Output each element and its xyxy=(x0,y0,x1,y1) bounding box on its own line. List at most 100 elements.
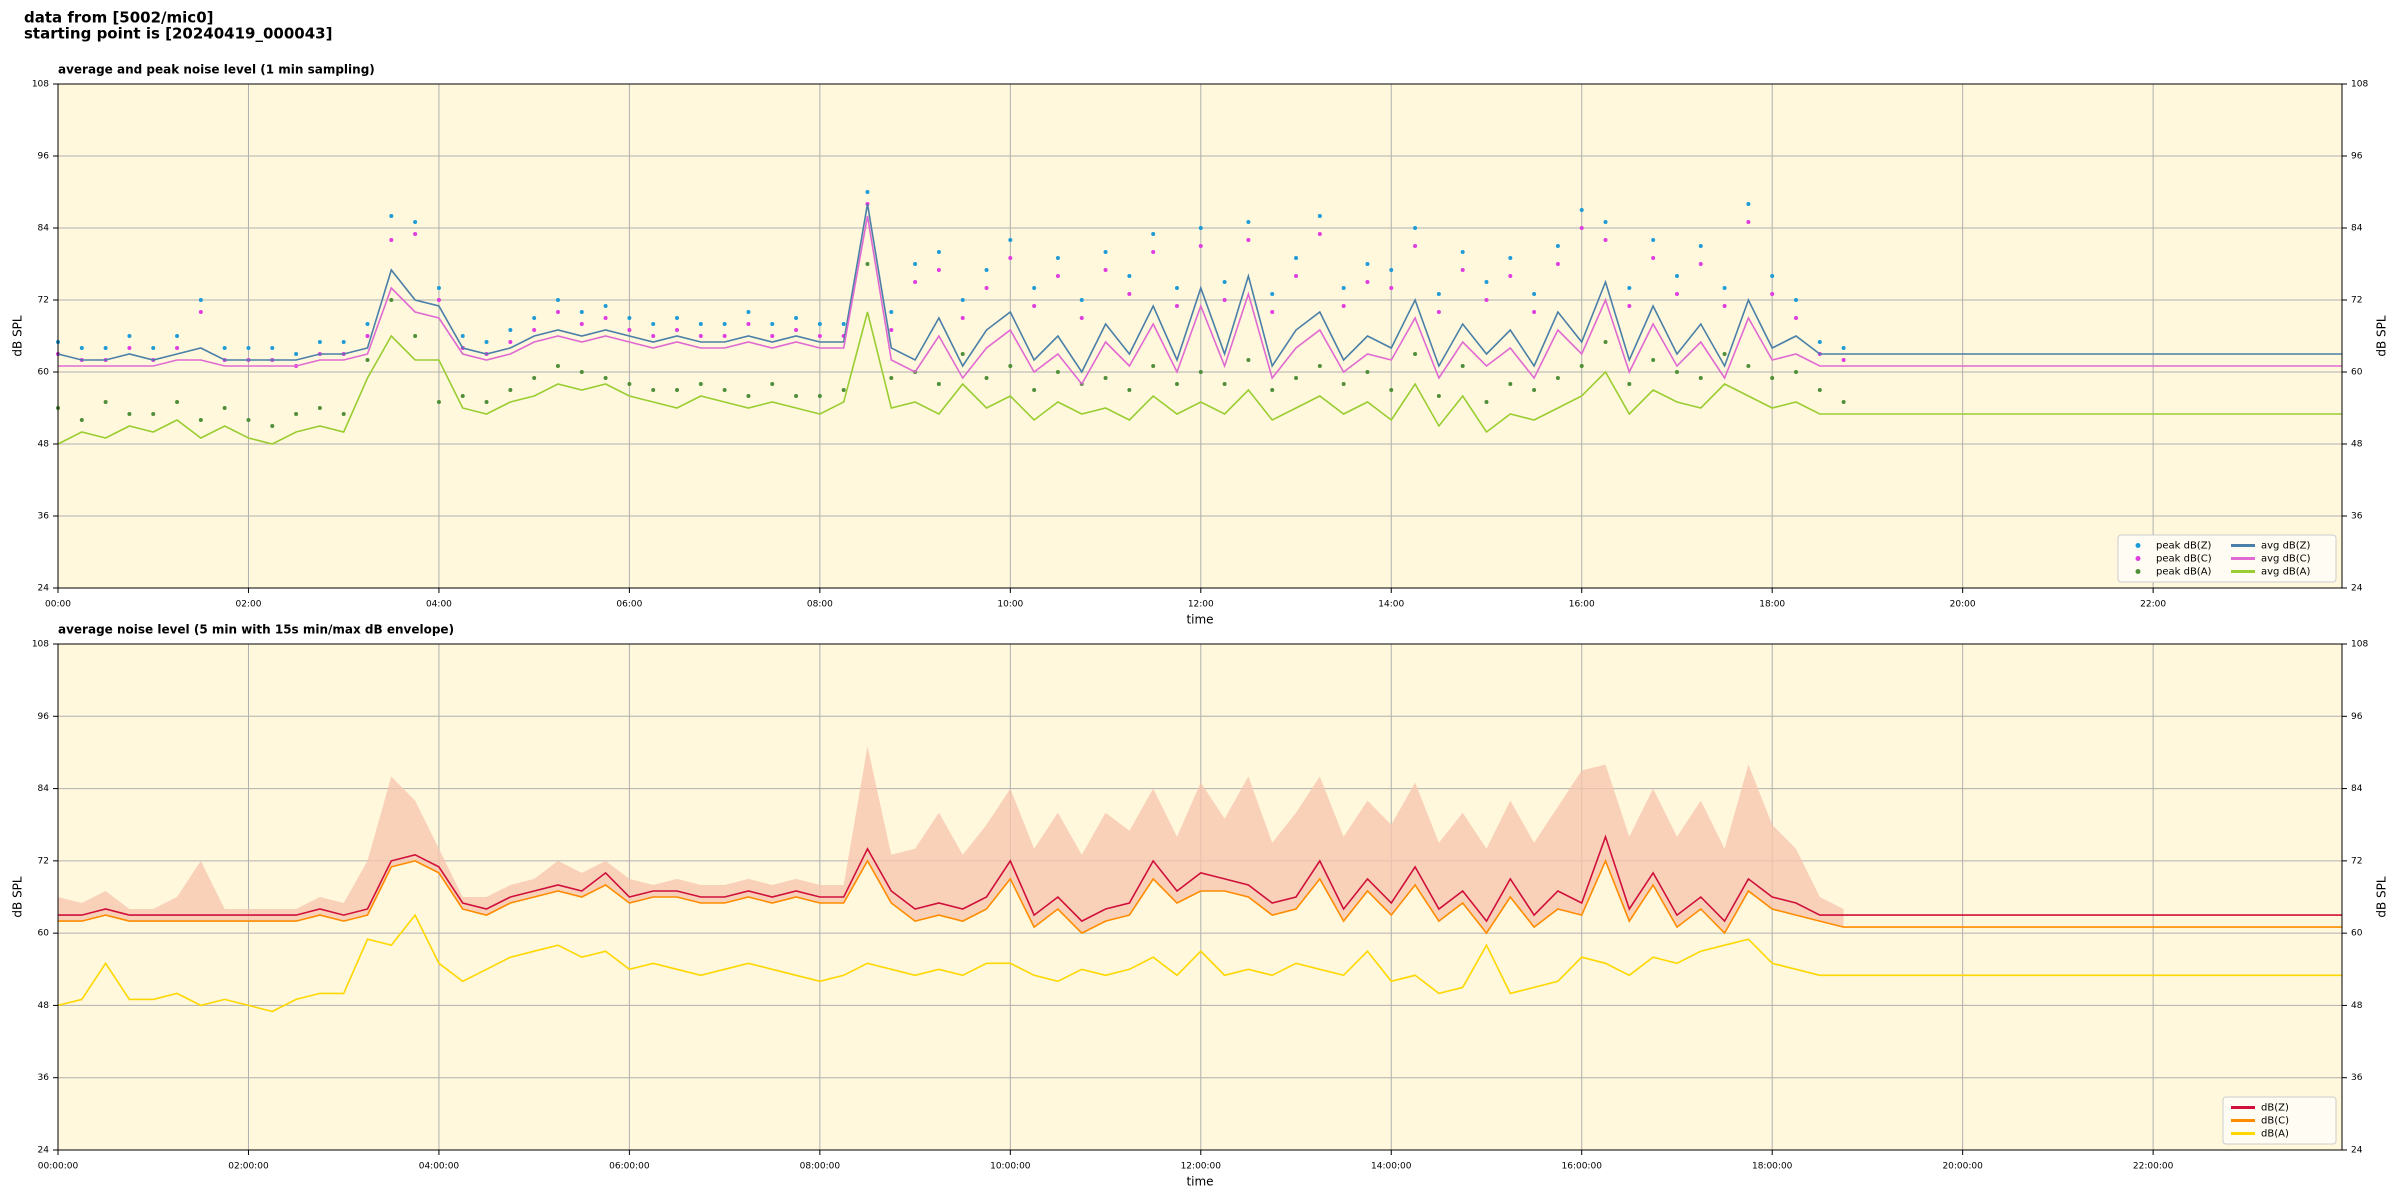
peak-dot xyxy=(1389,388,1394,392)
peak-dot xyxy=(555,364,560,368)
peak-dot xyxy=(1174,304,1179,308)
peak-dot xyxy=(532,328,537,332)
peak-dot xyxy=(1055,370,1060,374)
peak-dot xyxy=(436,286,441,290)
peak-dot xyxy=(960,298,965,302)
x-tick-label: 12:00:00 xyxy=(1181,1162,1222,1172)
peak-dot xyxy=(151,346,156,350)
peak-dot xyxy=(1436,310,1441,314)
peak-dot xyxy=(365,358,370,362)
peak-dot xyxy=(341,412,346,416)
peak-dot xyxy=(817,322,822,326)
peak-dot xyxy=(79,418,84,422)
x-tick-label: 08:00:00 xyxy=(800,1162,841,1172)
peak-dot xyxy=(1174,382,1179,386)
peak-dot xyxy=(555,310,560,314)
peak-dot xyxy=(1674,292,1679,296)
peak-dot xyxy=(508,328,513,332)
peak-dot xyxy=(508,340,513,344)
peak-dot xyxy=(389,298,394,302)
peak-dot xyxy=(1579,364,1584,368)
peak-dot xyxy=(1222,280,1227,284)
peak-dot xyxy=(1079,316,1084,320)
peak-dot xyxy=(579,322,584,326)
peak-dot xyxy=(1174,286,1179,290)
peak-dot xyxy=(1055,256,1060,260)
peak-dot xyxy=(603,316,608,320)
header-line: starting point is [20240419_000043] xyxy=(24,25,332,43)
y-tick-label: 72 xyxy=(2351,856,2362,866)
peak-dot xyxy=(413,334,418,338)
y-tick-label: 24 xyxy=(2351,584,2363,594)
peak-dot xyxy=(1103,376,1108,380)
peak-dot xyxy=(1484,298,1489,302)
peak-dot xyxy=(865,262,870,266)
x-tick-label: 20:00:00 xyxy=(1942,1162,1983,1172)
peak-dot xyxy=(1603,340,1608,344)
x-tick-label: 20:00 xyxy=(1950,600,1976,610)
peak-dot xyxy=(460,334,465,338)
peak-dot xyxy=(651,388,656,392)
peak-dot xyxy=(627,382,632,386)
peak-dot xyxy=(1246,238,1251,242)
series-line xyxy=(58,215,2342,386)
y-axis-label: dB SPL xyxy=(11,315,25,357)
peak-dot xyxy=(389,238,394,242)
peak-dot xyxy=(1317,232,1322,236)
peak-dot xyxy=(127,346,132,350)
y-tick-label: 36 xyxy=(38,1073,50,1083)
plot-frame xyxy=(57,643,2343,1151)
peak-dot xyxy=(413,220,418,224)
series-line xyxy=(58,858,2342,935)
peak-dot xyxy=(103,346,108,350)
peak-dot xyxy=(508,388,513,392)
y-tick-label: 24 xyxy=(38,584,50,594)
peak-dot xyxy=(889,376,894,380)
peak-dot xyxy=(103,400,108,404)
x-tick-label: 10:00:00 xyxy=(990,1162,1031,1172)
y-tick-label: 96 xyxy=(38,712,50,722)
legend-label: dB(A) xyxy=(2261,1129,2289,1140)
peak-dot xyxy=(175,400,180,404)
peak-dot xyxy=(627,316,632,320)
peak-dot xyxy=(1222,382,1227,386)
peak-dot xyxy=(603,376,608,380)
y-tick-label: 36 xyxy=(2351,512,2363,522)
x-tick-label: 12:00 xyxy=(1188,600,1214,610)
peak-dot xyxy=(222,406,227,410)
peak-dot xyxy=(794,394,799,398)
peak-dot xyxy=(1032,304,1037,308)
peak-dot xyxy=(317,340,322,344)
peak-dot xyxy=(960,352,965,356)
peak-dot xyxy=(1770,292,1775,296)
legend-label: avg dB(Z) xyxy=(2261,541,2311,552)
peak-dot xyxy=(913,280,918,284)
series-line xyxy=(58,834,2342,923)
y-tick-label: 84 xyxy=(38,784,50,794)
peak-dot xyxy=(1603,238,1608,242)
peak-dot xyxy=(1698,244,1703,248)
legend-symbol xyxy=(2135,543,2141,548)
peak-dot xyxy=(1698,262,1703,266)
y-tick-label: 24 xyxy=(38,1146,50,1156)
peak-dot xyxy=(984,286,989,290)
series-line xyxy=(57,203,2342,374)
peak-dot xyxy=(1508,382,1513,386)
peak-dot xyxy=(1674,370,1679,374)
peak-dot xyxy=(365,334,370,338)
y-tick-label: 84 xyxy=(38,224,50,234)
x-tick-label: 16:00 xyxy=(1569,600,1595,610)
x-tick-label: 04:00 xyxy=(426,600,452,610)
peak-dot xyxy=(1484,280,1489,284)
peak-dot xyxy=(1317,214,1322,218)
peak-dot xyxy=(936,382,941,386)
peak-dot xyxy=(1651,238,1656,242)
peak-dot xyxy=(1294,376,1299,380)
legend-label: peak dB(A) xyxy=(2156,567,2212,578)
legend-label: avg dB(A) xyxy=(2261,567,2311,578)
peak-dot xyxy=(1413,244,1418,248)
peak-dot xyxy=(365,322,370,326)
peak-dot xyxy=(389,214,394,218)
peak-dot xyxy=(127,412,132,416)
